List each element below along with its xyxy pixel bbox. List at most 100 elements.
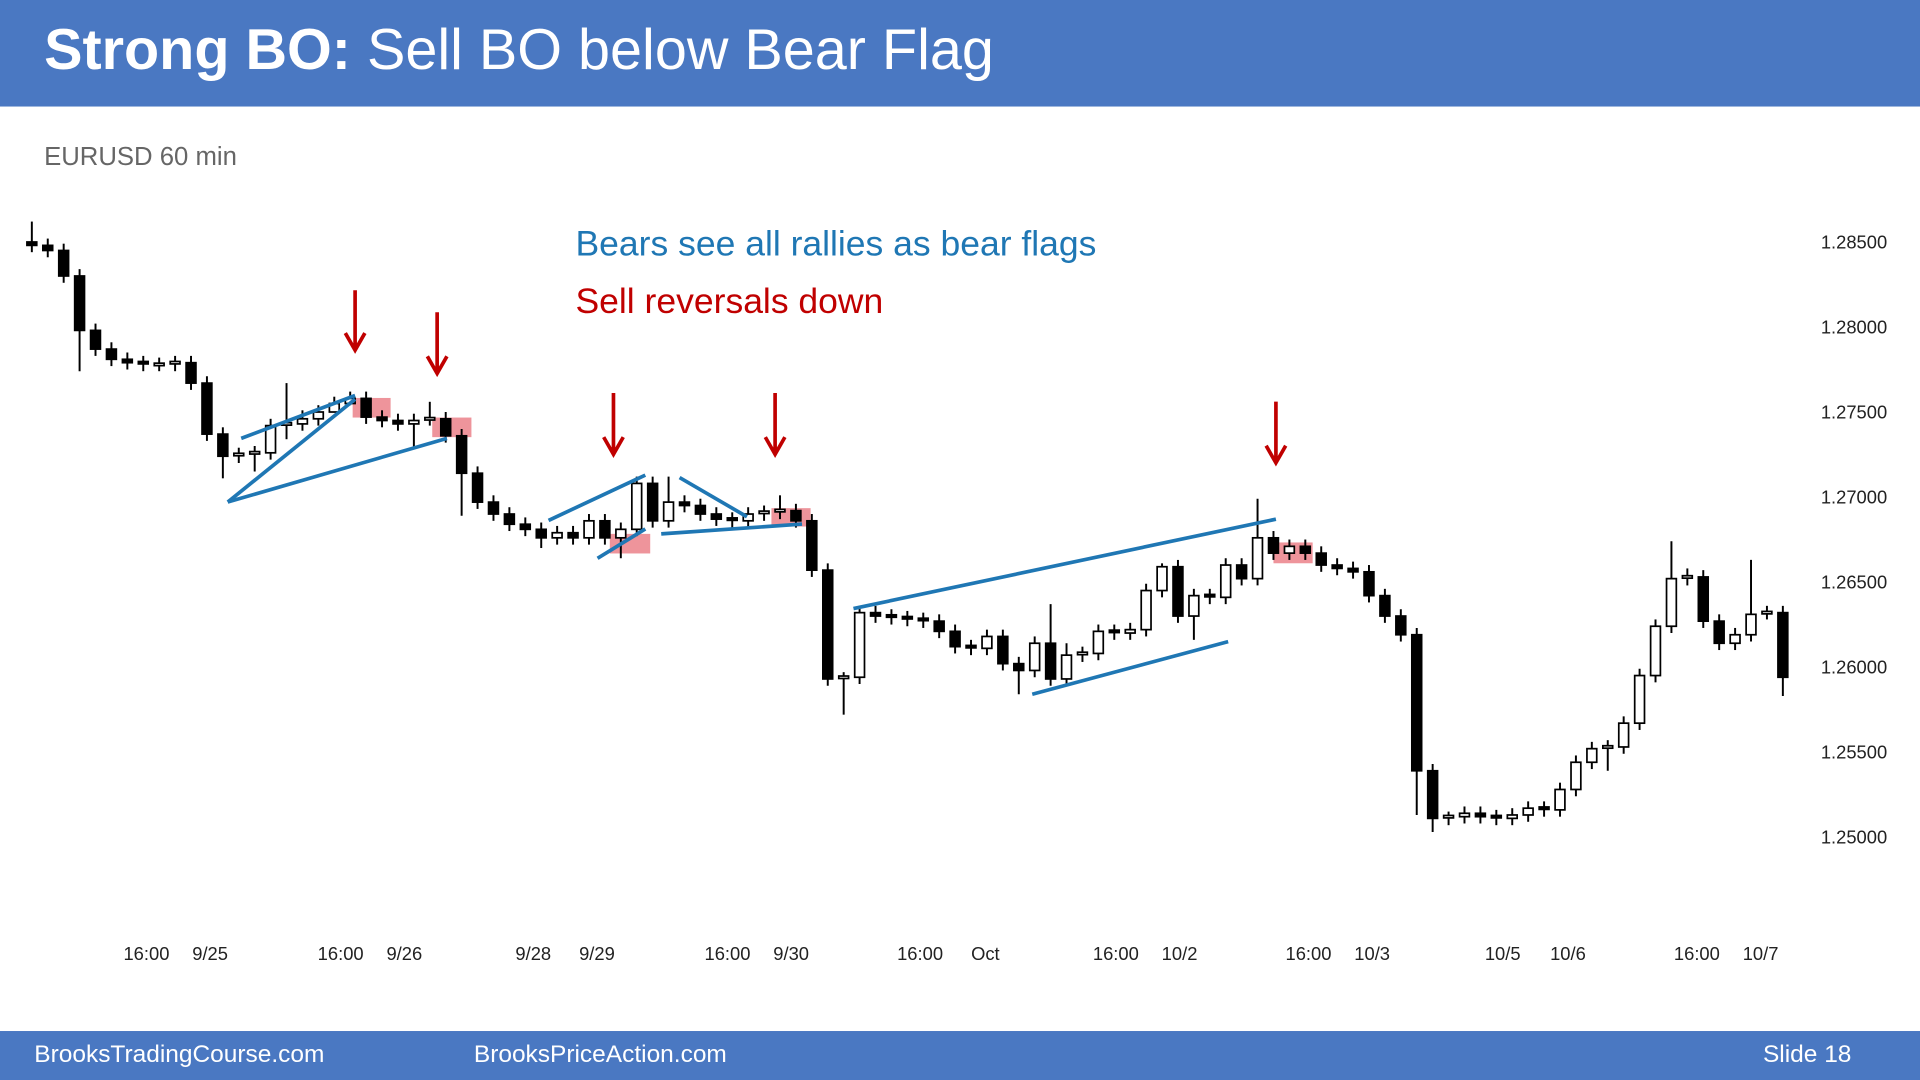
candle-body xyxy=(233,452,245,457)
candle-body xyxy=(965,644,977,649)
y-tick-label: 1.27000 xyxy=(1821,487,1887,508)
candle-body xyxy=(1761,610,1773,615)
annotation: Sell reversals down xyxy=(576,281,884,321)
candle-body xyxy=(981,635,993,650)
x-tick-label: 9/28 xyxy=(515,943,551,964)
trend-line xyxy=(678,475,748,519)
y-tick-label: 1.25500 xyxy=(1821,742,1887,763)
candle-body xyxy=(790,509,802,522)
candle-body xyxy=(1713,620,1725,645)
candle-body xyxy=(1363,570,1375,597)
candle-body xyxy=(1299,545,1312,554)
x-tick-label: 16:00 xyxy=(897,943,943,964)
y-tick-label: 1.27500 xyxy=(1821,402,1887,423)
candle-body xyxy=(376,416,388,422)
candle-body xyxy=(1188,594,1200,617)
candle-body xyxy=(1124,628,1136,634)
candle-body xyxy=(1251,536,1264,580)
candle-body xyxy=(296,417,309,425)
candle-body xyxy=(105,348,118,361)
candles xyxy=(26,221,1789,832)
candle-body xyxy=(885,613,898,619)
candle-body xyxy=(997,635,1009,665)
trend-line xyxy=(226,397,357,504)
signal-highlights xyxy=(352,397,1313,564)
candle-body xyxy=(392,419,404,425)
candle-body xyxy=(1140,589,1152,631)
candle-body xyxy=(933,620,945,633)
candle-body xyxy=(1235,564,1248,580)
x-tick-label: 10/2 xyxy=(1162,943,1198,964)
candle-body xyxy=(1506,814,1518,820)
candle-body xyxy=(869,611,882,617)
candle-body xyxy=(1649,625,1662,677)
candle-body xyxy=(853,611,866,679)
x-tick-label: 10/6 xyxy=(1550,943,1586,964)
candle-body xyxy=(822,569,834,680)
candle-body xyxy=(1777,611,1789,679)
trend-line xyxy=(1031,639,1229,697)
candle-body xyxy=(1283,545,1296,554)
candle-body xyxy=(455,434,468,475)
x-tick-label: 10/7 xyxy=(1743,943,1779,964)
candle-body xyxy=(185,361,197,384)
candle-body xyxy=(1060,654,1073,680)
candle-body xyxy=(599,519,611,539)
y-tick-label: 1.28000 xyxy=(1821,317,1887,338)
trend-line xyxy=(547,473,647,523)
candle-body xyxy=(1395,615,1407,636)
candle-body xyxy=(694,504,707,515)
candle-body xyxy=(1458,812,1471,818)
candle-body xyxy=(615,528,627,539)
candle-body xyxy=(1681,574,1694,580)
candle-body xyxy=(1570,761,1582,791)
candle-body xyxy=(583,519,595,539)
trend-line xyxy=(853,517,1277,611)
candle-body xyxy=(1028,642,1041,672)
x-tick-label: 10/5 xyxy=(1485,943,1521,964)
candle-body xyxy=(1617,722,1630,748)
candle-body xyxy=(1156,565,1168,592)
candle-body xyxy=(1426,769,1439,820)
sell-arrows xyxy=(343,290,1288,467)
candle-body xyxy=(1538,806,1550,811)
candle-body xyxy=(471,472,484,503)
arrow xyxy=(1264,401,1288,467)
x-tick-label: 9/25 xyxy=(192,943,228,964)
candle-body xyxy=(1044,642,1057,680)
candle-body xyxy=(42,244,54,252)
candle-body xyxy=(121,358,134,364)
candle-body xyxy=(1315,552,1327,566)
candle-body xyxy=(1474,812,1487,818)
x-tick-label: 16:00 xyxy=(704,943,750,964)
arrow xyxy=(763,393,787,458)
footer-center: BrooksPriceAction.com xyxy=(474,1041,727,1068)
candle-body xyxy=(424,416,436,421)
candle-body xyxy=(89,329,102,350)
candle-body xyxy=(1013,662,1025,672)
candle-body xyxy=(312,411,325,420)
candle-body xyxy=(1076,651,1089,656)
candle-body xyxy=(1219,564,1232,599)
candle-body xyxy=(1267,536,1280,554)
candle-body xyxy=(1522,807,1534,816)
arrow xyxy=(602,393,625,458)
candle-body xyxy=(1204,593,1216,598)
candle-body xyxy=(630,482,643,531)
candle-body xyxy=(1490,814,1503,819)
candle-body xyxy=(774,508,786,513)
candle-body xyxy=(248,450,261,455)
axes: 1.25000 1.25500 1.26000 1.26500 1.27000 1.275… xyxy=(123,232,1887,964)
title-bar xyxy=(0,0,1920,107)
x-tick-label: 16:00 xyxy=(1093,943,1139,964)
candle-body xyxy=(1331,564,1343,570)
candle-body xyxy=(1697,576,1710,623)
x-tick-label: 16:00 xyxy=(1286,943,1332,964)
candle-body xyxy=(1554,788,1566,811)
candle-body xyxy=(360,397,372,418)
candle-body xyxy=(1602,744,1614,750)
candle-body xyxy=(519,523,532,531)
